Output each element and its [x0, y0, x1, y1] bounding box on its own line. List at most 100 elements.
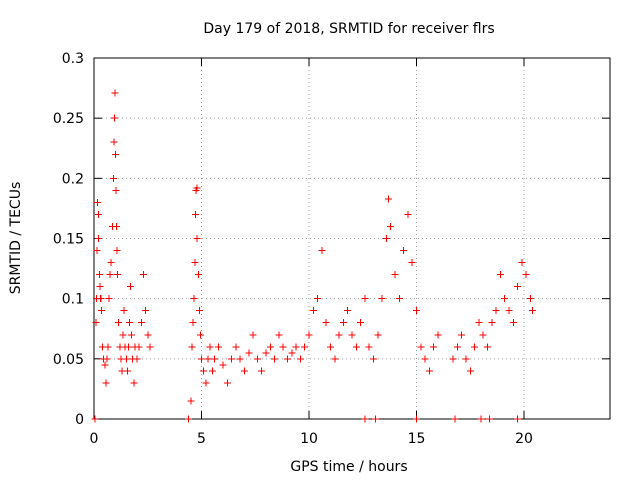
data-point-plus	[232, 343, 240, 351]
data-point-plus	[449, 355, 457, 363]
data-point-plus	[385, 195, 393, 203]
data-point-plus	[219, 361, 227, 369]
data-point-plus	[110, 138, 118, 146]
data-point-plus	[529, 307, 537, 315]
data-point-plus	[103, 355, 111, 363]
data-point-plus	[378, 295, 386, 303]
data-point-plus	[91, 415, 99, 423]
data-point-plus	[114, 271, 122, 279]
data-point-plus	[361, 415, 369, 423]
data-point-plus	[92, 319, 100, 327]
data-point-plus	[198, 355, 205, 363]
data-point-plus	[357, 319, 365, 327]
data-point-plus	[93, 247, 101, 255]
data-point-plus	[210, 355, 218, 363]
data-point-plus	[208, 367, 216, 375]
data-point-plus	[193, 184, 201, 192]
y-tick-label: 0.1	[62, 292, 84, 308]
data-point-plus	[327, 343, 334, 351]
data-point-plus	[101, 361, 109, 369]
data-point-plus	[458, 331, 466, 339]
data-point-plus	[223, 379, 231, 387]
data-point-plus	[202, 379, 210, 387]
data-point-plus	[430, 343, 438, 351]
data-point-plus	[193, 235, 201, 242]
data-point-plus	[123, 367, 131, 375]
data-point-plus	[120, 307, 128, 315]
data-point-plus	[228, 355, 236, 363]
data-point-plus	[271, 355, 279, 363]
data-point-plus	[95, 235, 103, 242]
data-point-plus	[471, 343, 479, 351]
data-point-plus	[352, 343, 360, 351]
data-point-plus	[301, 343, 309, 351]
data-point-plus	[483, 343, 491, 351]
data-point-plus	[425, 367, 433, 375]
data-point-plus	[492, 307, 500, 315]
data-point-plus	[137, 319, 145, 327]
data-point-plus	[505, 307, 513, 315]
tick-layer: 0 5 10 15 20 0 0.05 0.1 0.15 0.2 0.25 0.3	[53, 51, 610, 447]
data-point-plus	[258, 367, 266, 375]
data-point-plus	[526, 295, 534, 303]
data-point-plus	[139, 271, 147, 279]
data-point-plus	[97, 295, 105, 303]
data-point-plus	[348, 331, 356, 339]
data-point-plus	[241, 367, 248, 375]
data-point-plus	[391, 271, 399, 279]
data-point-plus	[113, 247, 121, 255]
data-point-plus	[95, 271, 103, 279]
points-layer	[91, 89, 537, 423]
x-tick-label: 20	[515, 431, 533, 447]
y-tick-label: 0.25	[53, 111, 84, 127]
data-point-plus	[279, 343, 287, 351]
x-axis-label: GPS time / hours	[290, 459, 407, 475]
data-point-plus	[477, 415, 485, 423]
data-point-plus	[188, 343, 196, 351]
data-point-plus	[365, 343, 373, 351]
data-point-plus	[331, 355, 339, 363]
data-point-plus	[387, 222, 395, 230]
data-point-plus	[106, 271, 114, 279]
data-point-plus	[509, 319, 517, 327]
data-point-plus	[370, 355, 377, 363]
data-point-plus	[262, 349, 270, 357]
data-point-plus	[275, 331, 283, 339]
data-point-plus	[107, 259, 115, 267]
data-point-plus	[382, 235, 390, 242]
y-tick-label: 0.3	[62, 51, 84, 67]
data-point-plus	[206, 343, 214, 351]
data-point-plus	[187, 397, 195, 405]
data-point-plus	[514, 283, 522, 291]
data-point-plus	[142, 307, 150, 315]
data-point-plus	[119, 331, 127, 339]
data-point-plus	[127, 283, 135, 291]
data-point-plus	[112, 186, 120, 194]
data-point-plus	[236, 355, 244, 363]
data-point-plus	[266, 343, 274, 351]
data-point-plus	[479, 331, 487, 339]
data-point-plus	[112, 150, 119, 158]
data-point-plus	[133, 355, 141, 363]
data-point-plus	[135, 343, 143, 351]
data-point-plus	[196, 331, 204, 339]
data-point-plus	[486, 415, 494, 423]
data-point-plus	[395, 295, 403, 303]
data-point-plus	[522, 271, 530, 279]
data-point-plus	[314, 295, 322, 303]
data-point-plus	[191, 259, 199, 267]
data-point-plus	[335, 331, 343, 339]
data-point-plus	[400, 247, 408, 255]
data-point-plus	[190, 295, 198, 303]
data-point-plus	[111, 89, 119, 97]
data-point-plus	[413, 307, 420, 315]
data-point-plus	[496, 271, 504, 279]
data-point-plus	[374, 331, 382, 339]
data-point-plus	[453, 343, 461, 351]
data-point-plus	[102, 379, 110, 387]
data-point-plus	[253, 355, 261, 363]
data-point-plus	[144, 331, 152, 339]
data-point-plus	[189, 319, 197, 327]
data-point-plus	[245, 349, 253, 357]
